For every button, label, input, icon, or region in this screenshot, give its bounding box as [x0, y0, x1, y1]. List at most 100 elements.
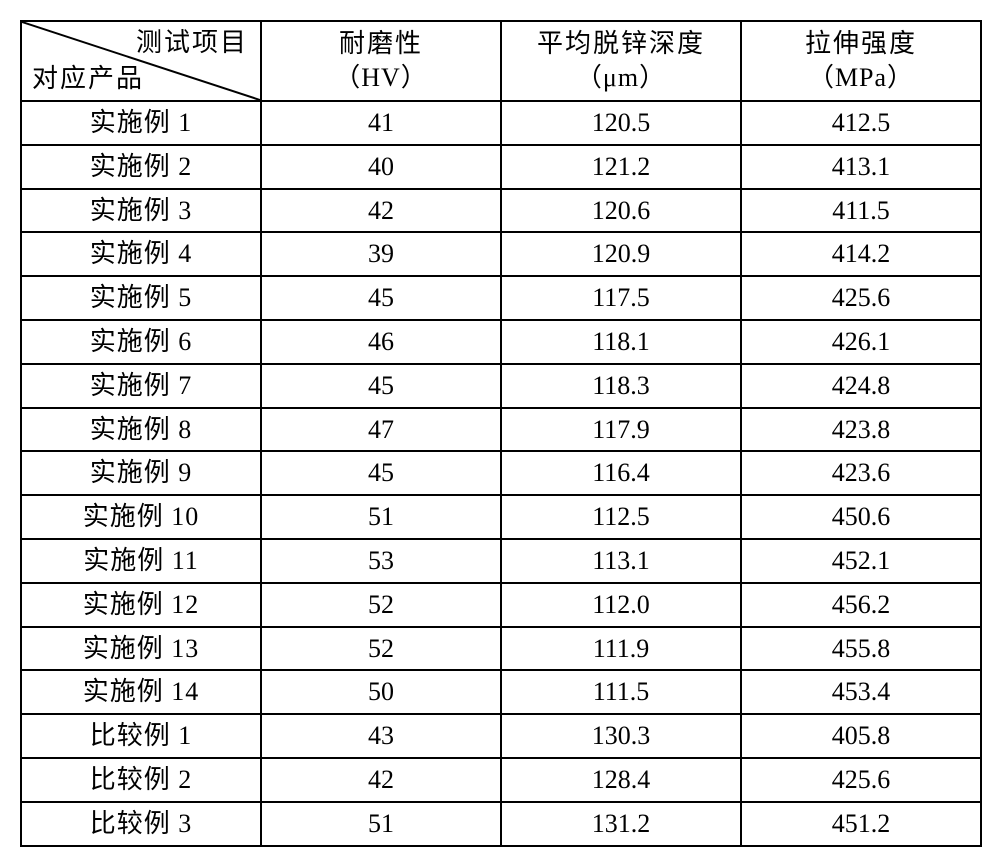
material-test-table: 测试项目 对应产品 耐磨性 （HV） 平均脱锌深度 （μm） 拉伸强度 （MPa…: [20, 20, 982, 847]
data-cell: 111.9: [501, 627, 741, 671]
table-row: 实施例 847117.9423.8: [21, 408, 981, 452]
data-cell: 425.6: [741, 758, 981, 802]
table-row: 实施例 342120.6411.5: [21, 189, 981, 233]
table-body: 实施例 141120.5412.5实施例 240121.2413.1实施例 34…: [21, 101, 981, 846]
data-cell: 117.5: [501, 276, 741, 320]
table-row: 实施例 646118.1426.1: [21, 320, 981, 364]
data-cell: 451.2: [741, 802, 981, 846]
row-label: 实施例 11: [21, 539, 261, 583]
table-row: 比较例 143130.3405.8: [21, 714, 981, 758]
row-label: 实施例 2: [21, 145, 261, 189]
data-cell: 405.8: [741, 714, 981, 758]
row-label: 比较例 1: [21, 714, 261, 758]
col-header-line1: 平均脱锌深度: [502, 27, 740, 61]
data-cell: 412.5: [741, 101, 981, 145]
data-cell: 120.6: [501, 189, 741, 233]
data-cell: 45: [261, 364, 501, 408]
data-cell: 423.6: [741, 451, 981, 495]
data-cell: 453.4: [741, 670, 981, 714]
data-cell: 50: [261, 670, 501, 714]
col-header-line2: （HV）: [262, 61, 500, 95]
table-row: 实施例 141120.5412.5: [21, 101, 981, 145]
col-header-line2: （MPa）: [742, 61, 980, 95]
table-row: 实施例 1051112.5450.6: [21, 495, 981, 539]
data-cell: 128.4: [501, 758, 741, 802]
diag-header-bottom: 对应产品: [32, 62, 144, 96]
diag-header-top: 测试项目: [136, 26, 248, 60]
data-cell: 45: [261, 276, 501, 320]
data-cell: 118.3: [501, 364, 741, 408]
data-cell: 51: [261, 802, 501, 846]
data-cell: 131.2: [501, 802, 741, 846]
table-row: 实施例 745118.3424.8: [21, 364, 981, 408]
row-label: 实施例 7: [21, 364, 261, 408]
col-header-line2: （μm）: [502, 61, 740, 95]
col-header-line1: 耐磨性: [262, 27, 500, 61]
data-cell: 120.5: [501, 101, 741, 145]
data-cell: 413.1: [741, 145, 981, 189]
data-cell: 450.6: [741, 495, 981, 539]
table-row: 实施例 1153113.1452.1: [21, 539, 981, 583]
table-row: 实施例 545117.5425.6: [21, 276, 981, 320]
col-header-dezinc: 平均脱锌深度 （μm）: [501, 21, 741, 101]
row-label: 实施例 14: [21, 670, 261, 714]
data-cell: 52: [261, 627, 501, 671]
row-label: 实施例 13: [21, 627, 261, 671]
table-row: 实施例 945116.4423.6: [21, 451, 981, 495]
data-cell: 113.1: [501, 539, 741, 583]
data-cell: 121.2: [501, 145, 741, 189]
table-row: 比较例 351131.2451.2: [21, 802, 981, 846]
data-cell: 120.9: [501, 232, 741, 276]
row-label: 实施例 6: [21, 320, 261, 364]
data-cell: 47: [261, 408, 501, 452]
col-header-wear: 耐磨性 （HV）: [261, 21, 501, 101]
row-label: 实施例 5: [21, 276, 261, 320]
row-label: 实施例 3: [21, 189, 261, 233]
data-cell: 43: [261, 714, 501, 758]
table-row: 比较例 242128.4425.6: [21, 758, 981, 802]
data-cell: 456.2: [741, 583, 981, 627]
table-row: 实施例 1252112.0456.2: [21, 583, 981, 627]
data-cell: 117.9: [501, 408, 741, 452]
data-cell: 40: [261, 145, 501, 189]
data-cell: 414.2: [741, 232, 981, 276]
table-row: 实施例 1450111.5453.4: [21, 670, 981, 714]
data-cell: 455.8: [741, 627, 981, 671]
row-label: 实施例 8: [21, 408, 261, 452]
data-cell: 52: [261, 583, 501, 627]
table-row: 实施例 439120.9414.2: [21, 232, 981, 276]
data-cell: 112.5: [501, 495, 741, 539]
row-label: 比较例 2: [21, 758, 261, 802]
row-label: 实施例 4: [21, 232, 261, 276]
row-label: 实施例 9: [21, 451, 261, 495]
row-label: 比较例 3: [21, 802, 261, 846]
table-row: 实施例 1352111.9455.8: [21, 627, 981, 671]
data-cell: 41: [261, 101, 501, 145]
table-header-row: 测试项目 对应产品 耐磨性 （HV） 平均脱锌深度 （μm） 拉伸强度 （MPa…: [21, 21, 981, 101]
data-cell: 130.3: [501, 714, 741, 758]
diagonal-header-cell: 测试项目 对应产品: [21, 21, 261, 101]
data-cell: 425.6: [741, 276, 981, 320]
data-cell: 112.0: [501, 583, 741, 627]
data-cell: 53: [261, 539, 501, 583]
data-cell: 116.4: [501, 451, 741, 495]
data-cell: 45: [261, 451, 501, 495]
col-header-tensile: 拉伸强度 （MPa）: [741, 21, 981, 101]
data-cell: 39: [261, 232, 501, 276]
col-header-line1: 拉伸强度: [742, 27, 980, 61]
data-cell: 111.5: [501, 670, 741, 714]
data-cell: 46: [261, 320, 501, 364]
data-cell: 42: [261, 189, 501, 233]
data-cell: 118.1: [501, 320, 741, 364]
data-cell: 411.5: [741, 189, 981, 233]
row-label: 实施例 1: [21, 101, 261, 145]
data-cell: 42: [261, 758, 501, 802]
row-label: 实施例 10: [21, 495, 261, 539]
row-label: 实施例 12: [21, 583, 261, 627]
table-row: 实施例 240121.2413.1: [21, 145, 981, 189]
data-cell: 51: [261, 495, 501, 539]
data-cell: 452.1: [741, 539, 981, 583]
data-cell: 426.1: [741, 320, 981, 364]
data-cell: 423.8: [741, 408, 981, 452]
data-cell: 424.8: [741, 364, 981, 408]
